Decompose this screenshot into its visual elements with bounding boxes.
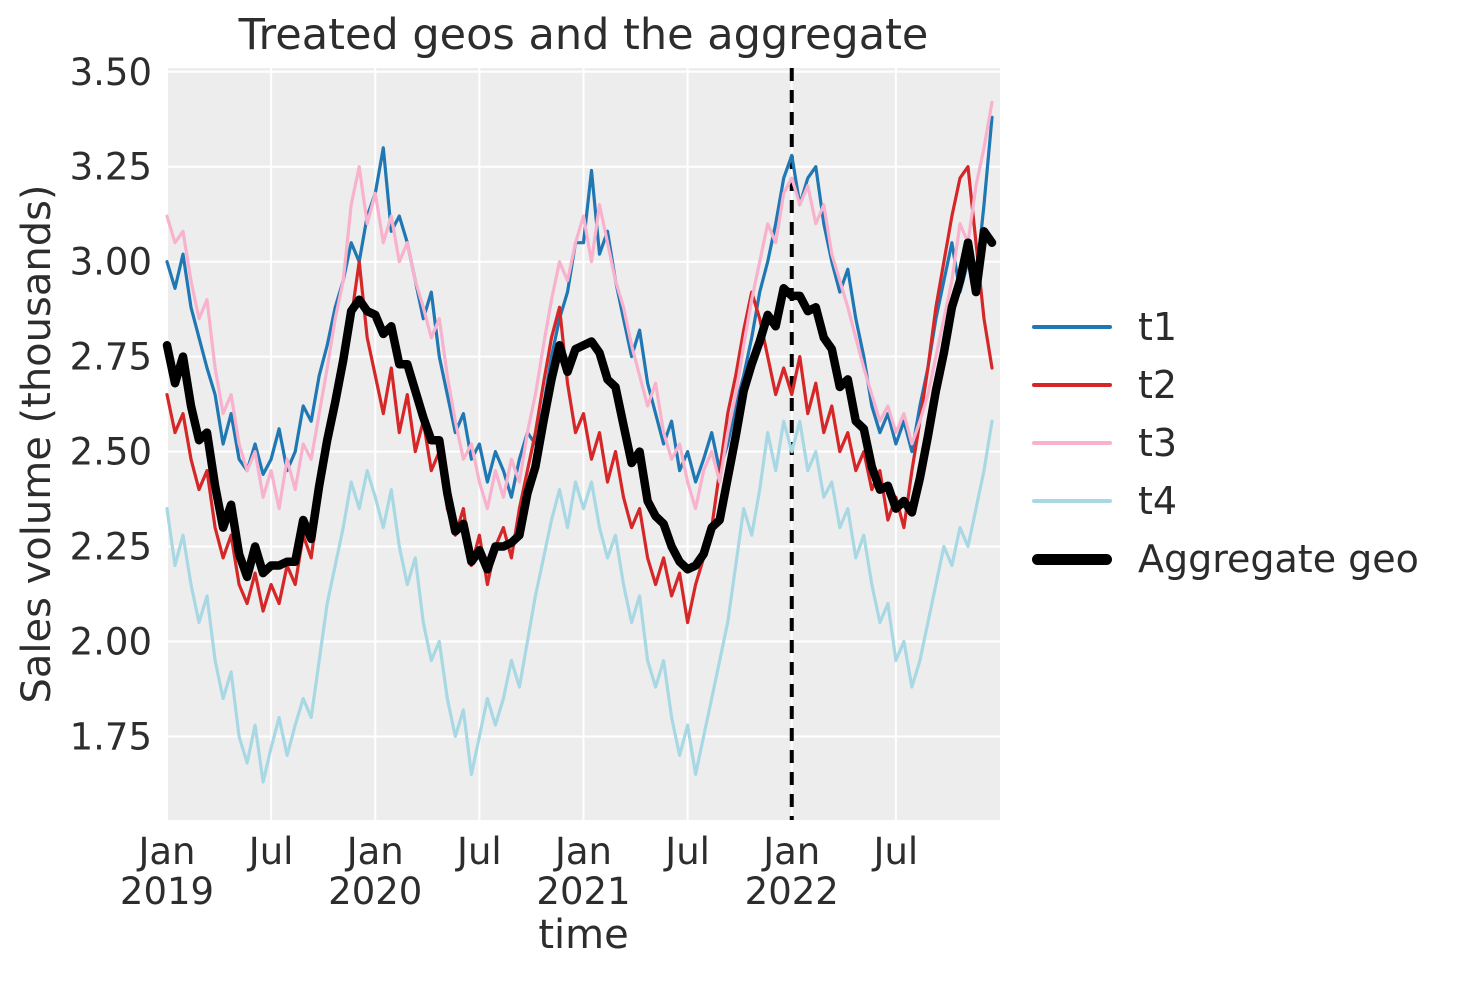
x-tick-year-label: 2022	[745, 870, 839, 913]
legend-item-t4: t4	[1032, 472, 1419, 530]
x-tick-label: Jul	[663, 830, 710, 873]
legend-swatch-t2	[1032, 382, 1112, 388]
y-tick-label: 2.50	[70, 431, 152, 474]
x-tick-label: Jul	[872, 830, 919, 873]
legend: t1 t2 t3 t4 Aggregate geo	[1032, 298, 1419, 588]
x-tick-label: Jul	[455, 830, 502, 873]
series-line-t3	[165, 100, 994, 511]
chart-title: Treated geos and the aggregate	[238, 10, 929, 60]
legend-swatch-t4	[1032, 498, 1112, 504]
y-tick-label: 3.50	[70, 51, 152, 94]
x-tick-label: Jan	[761, 830, 820, 873]
legend-item-t1: t1	[1032, 298, 1419, 356]
legend-item-t2: t2	[1032, 356, 1419, 414]
x-tick-year-label: 2021	[536, 870, 630, 913]
legend-label-t2: t2	[1138, 363, 1178, 407]
legend-swatch-t3	[1032, 440, 1112, 446]
x-tick-label: Jan	[345, 830, 404, 873]
x-tick-label: Jan	[136, 830, 195, 873]
series-line-t4	[165, 419, 994, 784]
x-tick-year-label: 2020	[328, 870, 422, 913]
x-axis-label: time	[538, 912, 629, 958]
x-tick-year-label: 2019	[120, 870, 214, 913]
y-tick-label: 2.75	[70, 336, 152, 379]
legend-item-t3: t3	[1032, 414, 1419, 472]
y-tick-label: 3.25	[70, 146, 152, 189]
y-tick-label: 1.75	[70, 715, 152, 758]
legend-label-t1: t1	[1138, 305, 1178, 349]
y-tick-label: 2.25	[70, 526, 152, 569]
series-line-aggregate-geo	[162, 227, 997, 582]
legend-label-t3: t3	[1138, 421, 1178, 465]
series-line-t1	[165, 115, 994, 499]
series-line-t2	[165, 165, 994, 625]
y-tick-label: 3.00	[70, 241, 152, 284]
x-tick-label: Jul	[247, 830, 294, 873]
legend-label-t4: t4	[1138, 479, 1178, 523]
legend-swatch-t1	[1032, 324, 1112, 330]
y-tick-label: 2.00	[70, 620, 152, 663]
x-tick-label: Jan	[553, 830, 612, 873]
legend-label-aggregate-geo: Aggregate geo	[1138, 537, 1419, 581]
legend-item-aggregate-geo: Aggregate geo	[1032, 530, 1419, 588]
legend-swatch-aggregate-geo	[1032, 553, 1112, 565]
y-axis-label: Sales volume (thousands)	[14, 184, 60, 704]
